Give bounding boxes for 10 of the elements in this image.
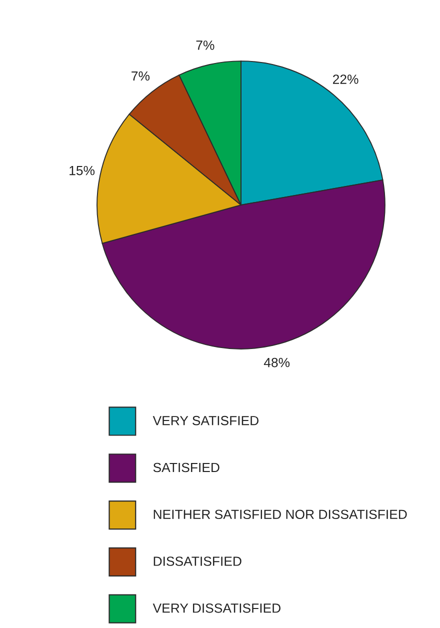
data-label: 48%	[264, 358, 290, 368]
legend-label: VERY DISSATISFIED	[152, 603, 280, 613]
legend-label: DISSATISFIED	[154, 556, 242, 566]
legend-label: NEITHER SATISFIED NOR DISSATISFIED	[154, 510, 407, 520]
data-label: 7%	[132, 71, 150, 81]
data-label: 15%	[70, 166, 95, 176]
legend-label: VERY SATISFIED	[152, 416, 258, 426]
data-label: 7%	[196, 40, 214, 50]
data-label: 22%	[333, 74, 358, 84]
legend-label: SATISFIED	[153, 462, 220, 472]
